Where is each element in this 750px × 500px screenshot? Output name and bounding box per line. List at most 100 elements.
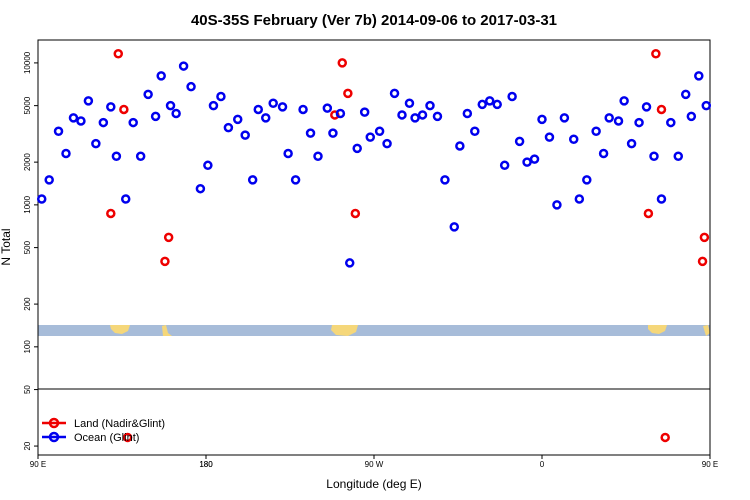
data-point — [389, 88, 400, 99]
data-point — [673, 151, 684, 162]
data-point — [404, 98, 415, 108]
data-point — [113, 49, 124, 59]
data-point — [425, 100, 435, 111]
data-point — [268, 98, 278, 108]
x-tick-label: 180 — [199, 460, 213, 469]
data-point — [660, 432, 670, 443]
data-point — [701, 100, 712, 111]
y-tick-label: 5000 — [23, 96, 32, 114]
data-point — [335, 108, 346, 119]
y-tick-label: 200 — [23, 297, 32, 311]
legend-label: Ocean (Glint) — [74, 432, 139, 444]
marks — [36, 49, 712, 443]
data-point — [643, 208, 654, 219]
x-tick-label: 90 E — [30, 460, 46, 469]
y-axis-label: N Total — [0, 228, 13, 265]
data-point — [604, 113, 614, 123]
y-tick-label: 500 — [23, 240, 32, 254]
data-point — [582, 175, 592, 185]
data-point — [106, 208, 116, 219]
data-point — [143, 89, 153, 100]
data-point — [337, 58, 348, 68]
data-point — [649, 151, 659, 162]
data-point — [203, 160, 213, 171]
x-tick-label: 180 — [199, 460, 213, 469]
data-point — [195, 183, 206, 194]
data-point — [619, 96, 629, 106]
data-point — [656, 104, 667, 115]
data-point — [111, 151, 122, 162]
data-point — [322, 103, 333, 113]
data-point — [680, 89, 691, 100]
map-strip — [38, 325, 710, 336]
data-point — [44, 175, 54, 185]
data-point — [98, 117, 109, 128]
data-point — [216, 91, 226, 102]
data-point — [208, 100, 219, 111]
data-point — [223, 122, 234, 133]
y-tick-label: 50 — [23, 385, 32, 394]
data-point — [305, 128, 316, 138]
data-point — [641, 102, 652, 112]
data-point — [522, 157, 532, 167]
data-point — [120, 194, 131, 204]
data-point — [260, 113, 271, 123]
x-tick-label: 0 — [540, 460, 545, 469]
data-point — [128, 117, 138, 128]
data-point — [694, 71, 704, 81]
data-point — [232, 114, 243, 125]
data-point — [686, 111, 697, 122]
data-point — [171, 108, 181, 119]
x-tick-label: 90 E — [702, 460, 718, 469]
y-tick-label: 10000 — [23, 51, 32, 74]
data-point — [499, 160, 510, 171]
data-point — [165, 100, 176, 111]
data-point — [449, 222, 460, 232]
data-point — [36, 194, 47, 204]
data-point — [552, 200, 562, 210]
data-point — [440, 175, 450, 185]
data-point — [350, 208, 361, 219]
data-point — [277, 102, 288, 112]
x-axis-label: Longitude (deg E) — [326, 477, 421, 491]
data-point — [106, 102, 116, 112]
data-point — [568, 134, 579, 144]
data-point — [514, 136, 525, 147]
data-point — [634, 117, 644, 128]
data-point — [83, 96, 94, 106]
data-point — [462, 108, 473, 119]
data-point — [135, 151, 146, 162]
y-tick-label: 100 — [23, 340, 32, 354]
data-point — [343, 88, 353, 99]
data-point — [290, 175, 301, 185]
data-point — [76, 116, 86, 126]
legend-marker — [48, 431, 60, 443]
data-point — [156, 71, 166, 81]
x-tick-label: 90 W — [365, 460, 384, 469]
data-point — [537, 114, 547, 125]
data-point — [574, 194, 585, 204]
data-point — [598, 148, 609, 159]
data-point — [365, 132, 376, 142]
data-point — [559, 113, 570, 123]
data-point — [544, 132, 555, 142]
legend-marker — [48, 417, 60, 429]
data-point — [328, 128, 338, 138]
data-point — [178, 61, 189, 71]
data-point — [507, 91, 517, 102]
data-point — [186, 81, 196, 92]
data-point — [666, 117, 676, 128]
data-point — [122, 432, 133, 443]
data-point — [240, 130, 250, 140]
data-point — [160, 256, 170, 267]
data-point — [697, 256, 708, 267]
data-point — [91, 138, 101, 149]
data-point — [359, 107, 370, 117]
data-point — [313, 151, 323, 162]
y-tick-label: 1000 — [23, 195, 32, 213]
data-point — [352, 143, 362, 154]
legend-label: Land (Nadir&Glint) — [74, 418, 165, 430]
data-point — [432, 111, 443, 122]
data-point — [470, 126, 480, 137]
